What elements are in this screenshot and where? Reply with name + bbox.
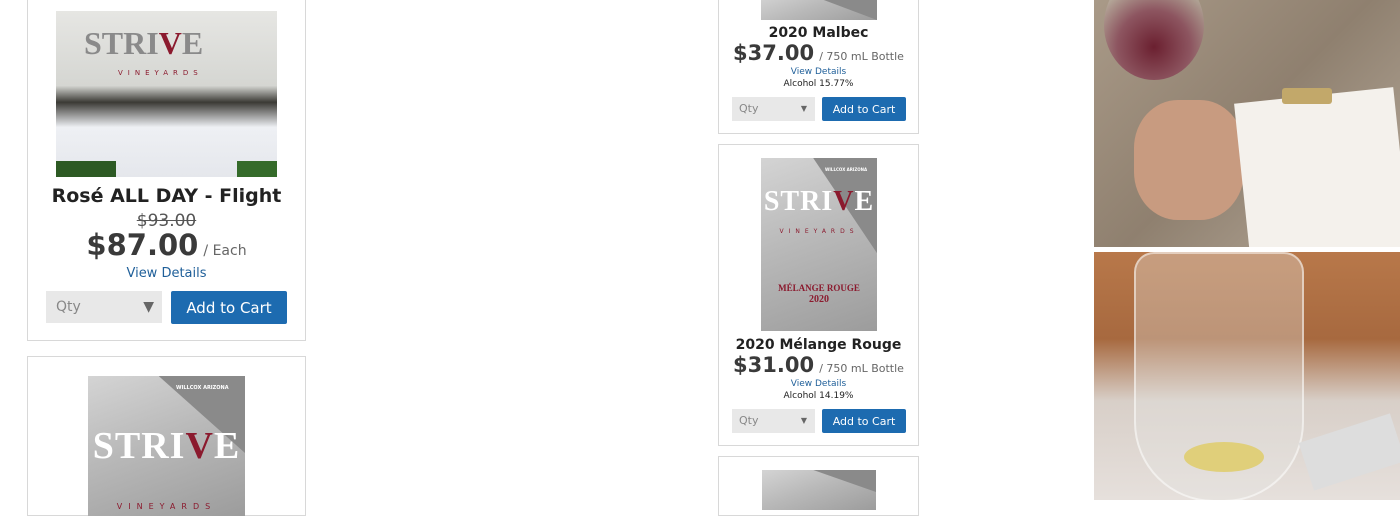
label-brand-e: E	[854, 186, 875, 217]
qty-label: Qty	[739, 414, 759, 427]
qty-select[interactable]: Qty ▼	[732, 97, 815, 121]
product-card-malbec: 2020 Malbec $37.00 / 750 mL Bottle View …	[718, 0, 919, 134]
label-brand-v: V	[833, 186, 855, 217]
product-card-rose-flight: STRIVE VINEYARDS Rosé ALL DAY - Flight $…	[27, 0, 306, 341]
product-label-image[interactable]: WILLCOX ARIZONA STRIVE VINEYARDS	[88, 376, 245, 516]
product-label-image[interactable]	[761, 0, 877, 20]
label-brand: STRI	[92, 425, 186, 467]
alcohol-content: Alcohol 14.19%	[783, 391, 854, 401]
price-unit: / Each	[203, 243, 247, 259]
label-vineyards: VINEYARDS	[116, 502, 217, 511]
qty-select[interactable]: Qty ▼	[732, 409, 815, 433]
price-unit: / 750 mL Bottle	[819, 362, 904, 375]
label-brand-v: V	[185, 425, 214, 467]
view-details-link[interactable]: View Details	[790, 67, 847, 77]
photo-tasting-menu	[1094, 0, 1400, 247]
chevron-down-icon: ▼	[800, 104, 807, 113]
price-value: $37.00	[733, 41, 815, 65]
product-label-image[interactable]: WILLCOX ARIZONA STRIVE VINEYARDS MÉLANGE…	[761, 158, 877, 331]
product-card	[718, 456, 919, 516]
view-details-link[interactable]: View Details	[790, 379, 847, 389]
view-details-link[interactable]: View Details	[126, 266, 207, 281]
photo-wine-glass	[1094, 252, 1400, 500]
add-to-cart-button[interactable]: Add to Cart	[171, 291, 287, 324]
product-image-booth[interactable]: STRIVE VINEYARDS	[56, 11, 277, 177]
product-card-melange-rouge: WILLCOX ARIZONA STRIVE VINEYARDS MÉLANGE…	[718, 144, 919, 446]
product-name[interactable]: 2020 Malbec	[768, 25, 869, 41]
product-name[interactable]: 2020 Mélange Rouge	[735, 337, 902, 353]
label-region: WILLCOX ARIZONA	[176, 385, 229, 391]
price-value: $31.00	[733, 353, 815, 377]
label-brand: STRI	[763, 186, 834, 217]
label-vintage: 2020	[809, 294, 829, 305]
qty-select[interactable]: Qty ▼	[46, 291, 162, 323]
qty-label: Qty	[56, 299, 81, 315]
chevron-down-icon: ▼	[800, 416, 807, 425]
add-to-cart-button[interactable]: Add to Cart	[822, 409, 906, 433]
label-brand-e: E	[213, 425, 241, 467]
label-vineyards: VINEYARDS	[779, 228, 859, 235]
product-price: $37.00 / 750 mL Bottle	[719, 41, 918, 65]
qty-label: Qty	[739, 102, 759, 115]
alcohol-content: Alcohol 15.77%	[783, 79, 854, 89]
product-card: WILLCOX ARIZONA STRIVE VINEYARDS	[27, 356, 306, 516]
add-to-cart-button[interactable]: Add to Cart	[822, 97, 906, 121]
price-value: $87.00	[86, 228, 199, 262]
price-unit: / 750 mL Bottle	[819, 50, 904, 63]
product-price: $31.00 / 750 mL Bottle	[719, 353, 918, 377]
chevron-down-icon: ▼	[143, 299, 154, 315]
product-label-image[interactable]	[762, 470, 876, 510]
original-price: $93.00	[136, 211, 197, 231]
product-price: $87.00 / Each	[28, 228, 305, 262]
product-name[interactable]: Rosé ALL DAY - Flight	[51, 185, 282, 207]
label-wine-name: MÉLANGE ROUGE	[778, 283, 860, 293]
label-region: WILLCOX ARIZONA	[825, 167, 868, 172]
